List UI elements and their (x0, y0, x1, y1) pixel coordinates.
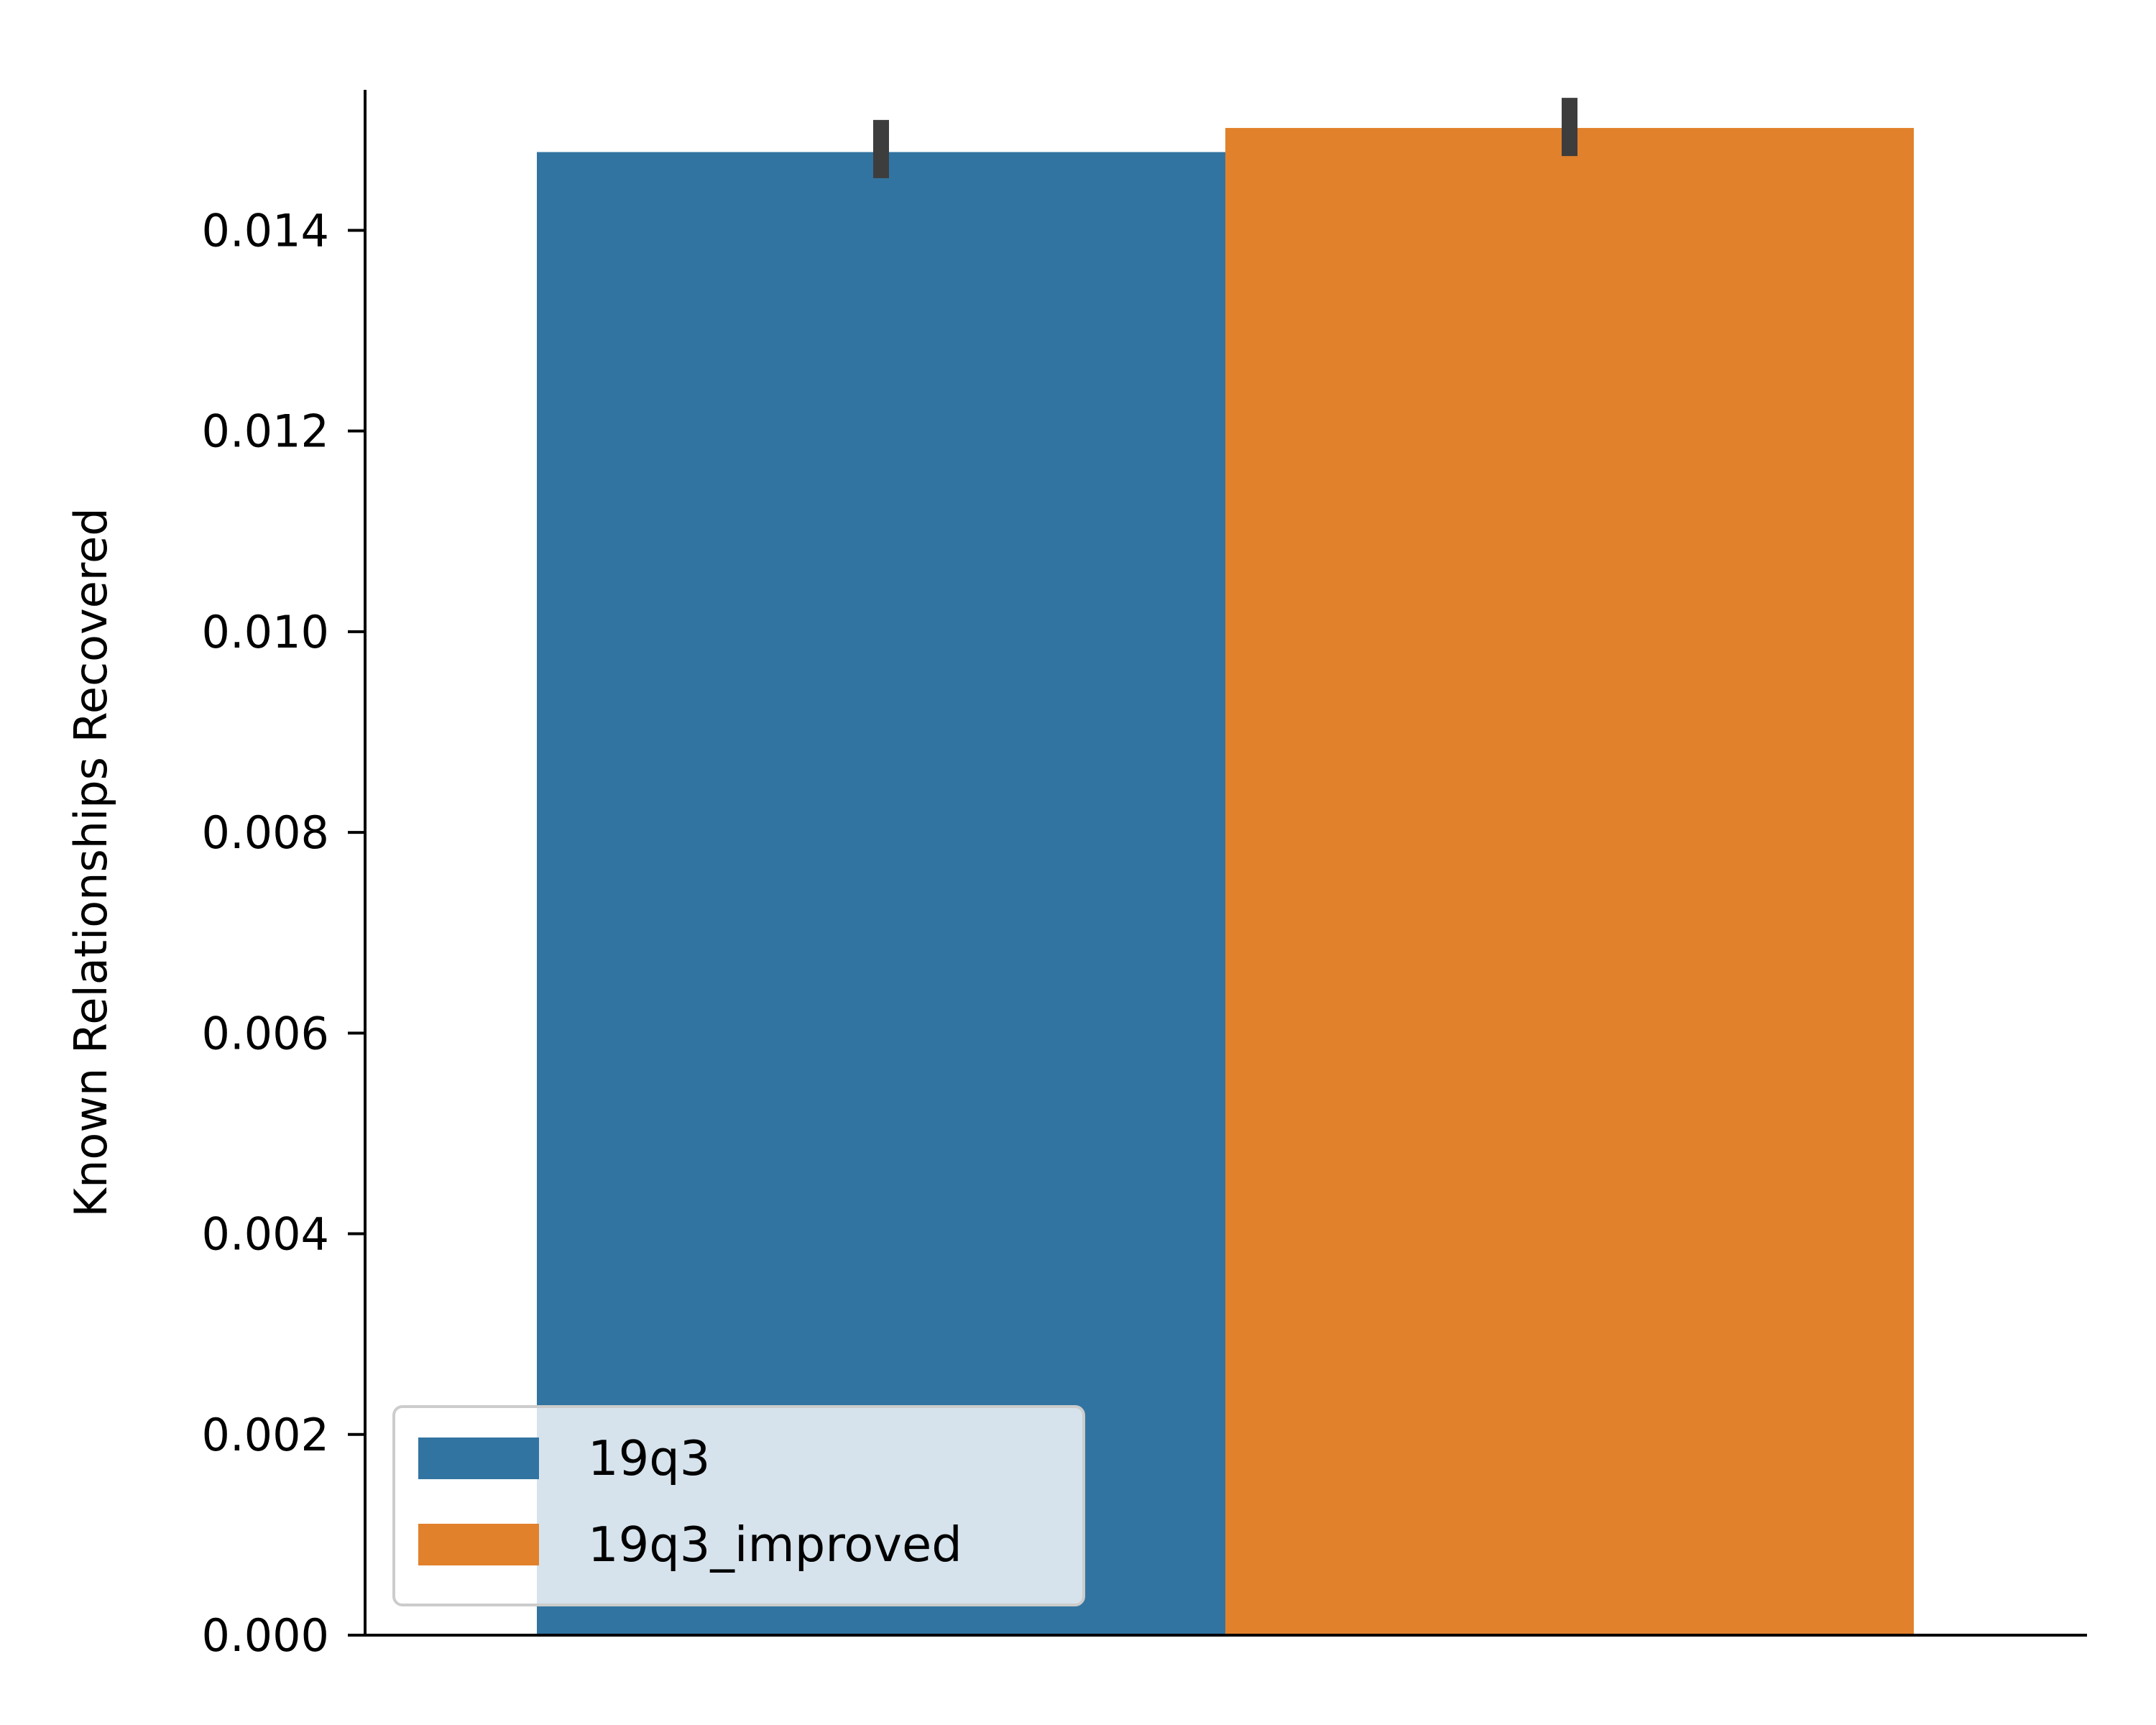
y-tick-label: 0.002 (202, 1409, 330, 1461)
bar-19q3-improved (1225, 128, 1914, 1635)
legend: 19q3 19q3_improved (392, 1405, 1085, 1606)
legend-swatch-19q3-improved (418, 1524, 539, 1565)
bar-19q3 (537, 152, 1225, 1636)
bars-layer (537, 128, 1914, 1636)
legend-label-19q3: 19q3 (588, 1430, 710, 1486)
y-tick-label: 0.008 (202, 806, 330, 859)
y-tick-label: 0.012 (202, 405, 330, 458)
y-axis-label: Known Relationships Recovered (65, 507, 117, 1217)
legend-box (392, 1405, 1085, 1606)
y-tick-label: 0.004 (202, 1208, 330, 1261)
axes-layer (364, 90, 2087, 1637)
y-ticks-layer: 0.000 0.002 0.004 0.006 0.008 0.010 0.012 0.014 (202, 204, 365, 1662)
legend-label-19q3-improved: 19q3_improved (588, 1517, 962, 1573)
y-tick-label: 0.014 (202, 204, 330, 257)
error-bars-layer (873, 98, 1577, 178)
y-tick-label: 0.010 (202, 606, 330, 658)
y-tick-label: 0.006 (202, 1007, 330, 1059)
y-tick-label: 0.000 (202, 1609, 330, 1662)
legend-swatch-19q3 (418, 1438, 539, 1479)
